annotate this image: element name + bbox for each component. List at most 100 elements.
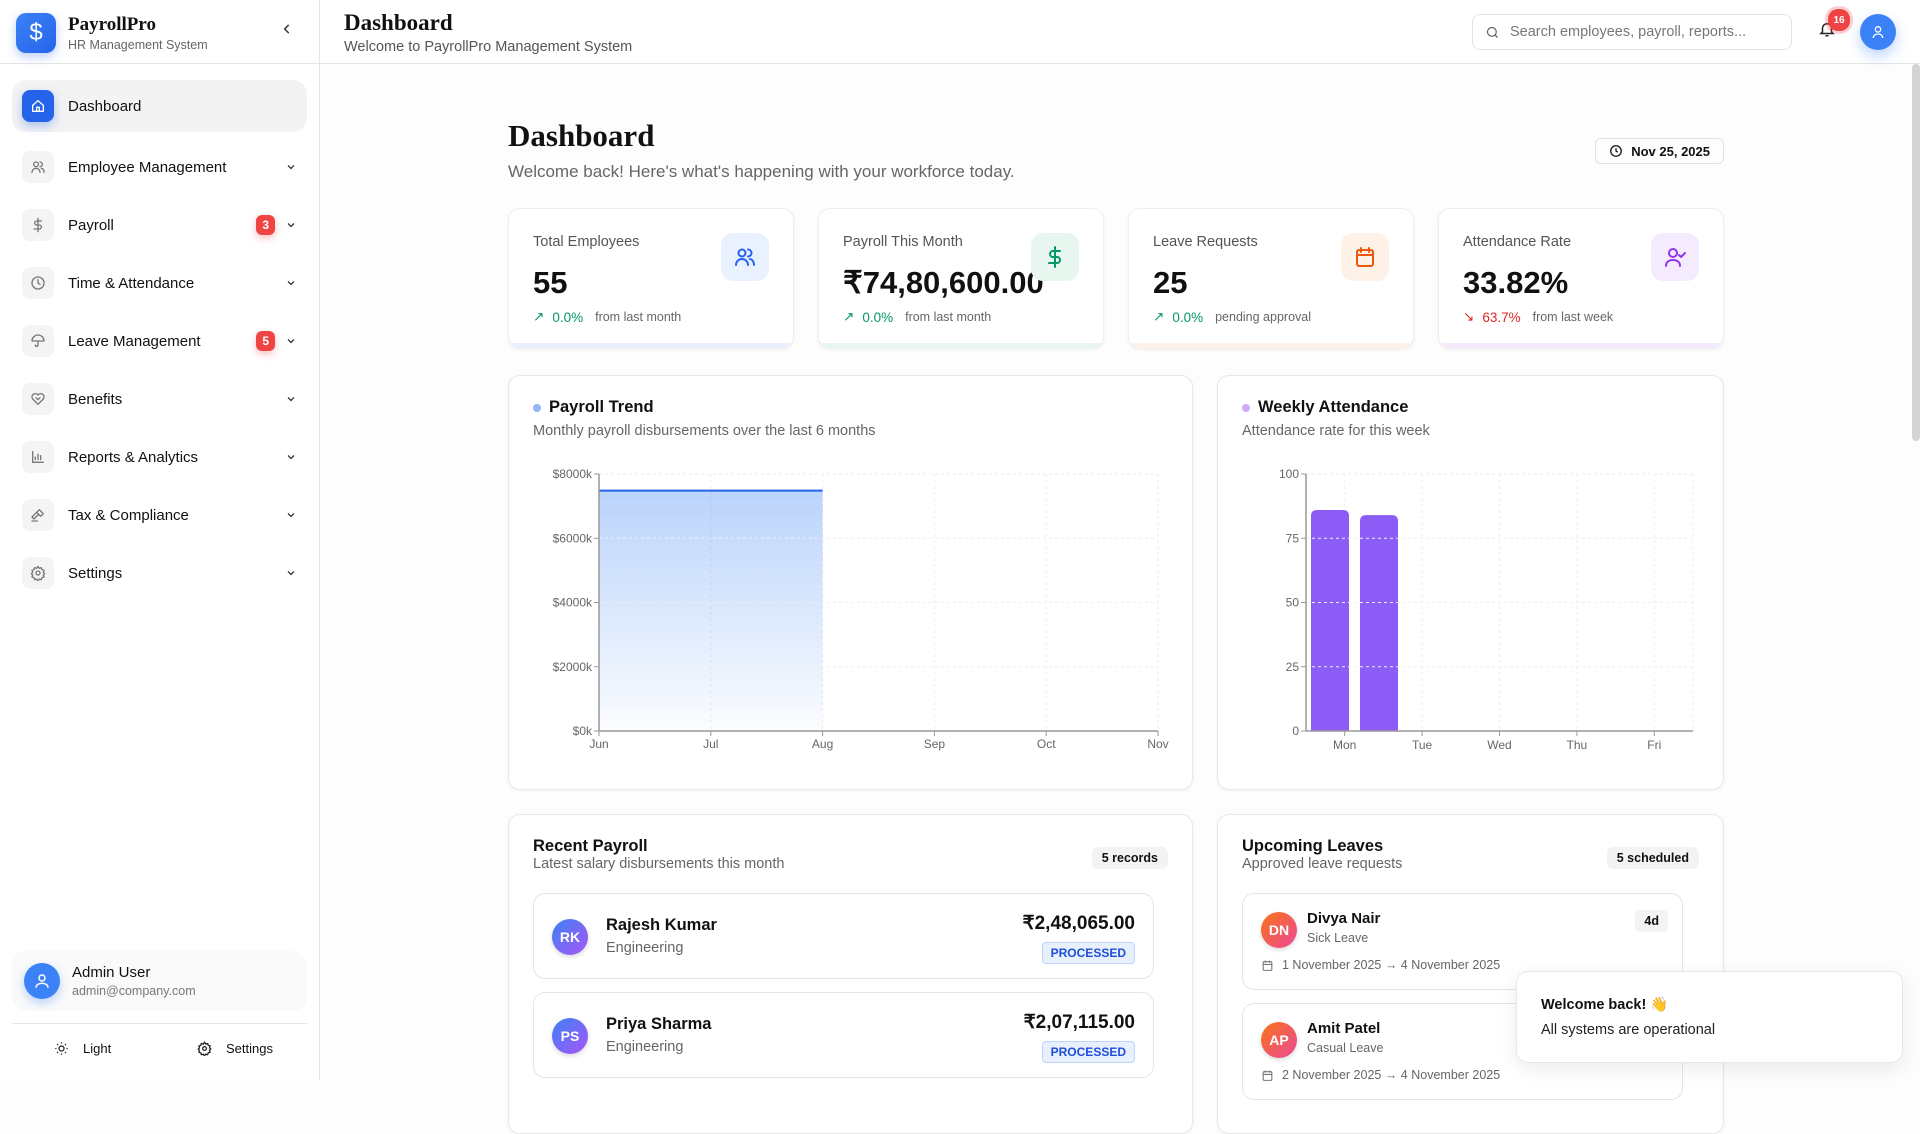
theme-toggle-button[interactable]: Light (54, 1041, 111, 1056)
y-tick-label: 50 (1286, 596, 1300, 610)
stat-card[interactable]: Total Employees 55 ↗ 0.0% from last mont… (508, 208, 794, 349)
y-tick-label: $4000k (553, 596, 593, 610)
stat-title: Leave Requests (1153, 234, 1258, 250)
leave-range: 1 November 2025 → 4 November 2025 (1282, 958, 1501, 972)
users-icon (31, 161, 45, 173)
home-icon (22, 90, 54, 122)
clock-icon (22, 267, 54, 299)
stat-card[interactable]: Attendance Rate 33.82% ↘ 63.7% from last… (1438, 208, 1724, 349)
x-tick-label: Oct (1037, 737, 1056, 751)
sidebar-item-reports-analytics[interactable]: Reports & Analytics (12, 428, 307, 486)
upcoming-leaves-subtitle: Approved leave requests (1242, 856, 1403, 872)
chevron-down-icon[interactable] (285, 567, 297, 579)
sidebar-item-label: Time & Attendance (68, 274, 195, 292)
stat-value: ₹74,80,600.00 (843, 265, 1044, 300)
leave-type: Sick Leave (1307, 931, 1369, 945)
sidebar-item-payroll[interactable]: Payroll 3 (12, 196, 307, 254)
count-badge: 5 (256, 331, 275, 351)
umbrella-icon (22, 325, 54, 357)
payroll-row[interactable]: PS Priya Sharma Engineering ₹2,07,115.00… (533, 992, 1154, 1078)
chevron-down-icon[interactable] (285, 335, 297, 347)
calendar-icon (1262, 960, 1273, 971)
settings-button[interactable]: Settings (197, 1041, 273, 1056)
date-button[interactable]: Nov 25, 2025 (1595, 138, 1724, 164)
stat-value: 33.82% (1463, 265, 1569, 300)
stat-icon-box (1341, 233, 1389, 281)
stat-change: 63.7% (1482, 309, 1521, 325)
sidebar-item-leave-management[interactable]: Leave Management 5 (12, 312, 307, 370)
sidebar-item-label: Payroll (68, 216, 114, 234)
stat-title: Attendance Rate (1463, 234, 1572, 250)
sidebar-item-tax-compliance[interactable]: Tax & Compliance (12, 486, 307, 544)
welcome-toast[interactable]: Welcome back! 👋 All systems are operatio… (1516, 971, 1903, 1063)
chevron-down-icon[interactable] (285, 219, 297, 231)
stat-card[interactable]: Leave Requests 25 ↗ 0.0% pending approva… (1128, 208, 1414, 349)
stat-title: Total Employees (533, 234, 640, 250)
y-tick-label: $8000k (553, 467, 593, 481)
calendar-icon (1356, 247, 1374, 267)
page-subtitle: Welcome back! Here's what's happening wi… (508, 162, 1015, 181)
attendance-bar[interactable] (1311, 509, 1349, 731)
x-tick-label: Aug (812, 737, 833, 751)
sidebar-nav: Dashboard Employee Management Payroll 3 … (12, 80, 307, 602)
avatar: RK (552, 919, 588, 955)
toast-message: All systems are operational (1541, 1022, 1716, 1038)
heart-handshake-icon (31, 393, 45, 405)
heart-handshake-icon (22, 383, 54, 415)
x-tick-label: Mon (1333, 738, 1356, 752)
sidebar-item-time-attendance[interactable]: Time & Attendance (12, 254, 307, 312)
page-title: Dashboard (508, 118, 655, 153)
search-input[interactable] (1510, 24, 1780, 40)
date-label: Nov 25, 2025 (1631, 143, 1710, 159)
dollar-icon (33, 217, 42, 233)
leave-row[interactable]: DN Divya Nair Sick Leave 4d 1 November 2… (1242, 893, 1683, 990)
notification-badge: 16 (1828, 9, 1850, 31)
search-box[interactable] (1472, 14, 1792, 50)
avatar: PS (552, 1018, 588, 1054)
user-avatar-button[interactable] (1860, 14, 1896, 50)
status-badge: PROCESSED (1041, 942, 1135, 964)
chevron-down-icon[interactable] (285, 161, 297, 173)
chevron-down-icon[interactable] (285, 451, 297, 463)
avatar (24, 963, 60, 999)
bar-chart-icon (22, 441, 54, 473)
scheduled-count-badge: 5 scheduled (1606, 847, 1699, 869)
employee-name: Amit Patel (1307, 1020, 1381, 1037)
scrollbar[interactable] (1912, 64, 1920, 441)
sidebar-item-label: Settings (68, 564, 123, 582)
stat-card[interactable]: Payroll This Month ₹74,80,600.00 ↗ 0.0% … (818, 208, 1104, 349)
chevron-down-icon[interactable] (285, 393, 297, 405)
payroll-amount: ₹2,07,115.00 (1023, 1012, 1135, 1033)
sidebar-item-dashboard[interactable]: Dashboard (12, 80, 307, 132)
sidebar-item-label: Reports & Analytics (68, 448, 199, 466)
sidebar-item-benefits[interactable]: Benefits (12, 370, 307, 428)
chevron-down-icon[interactable] (285, 277, 297, 289)
card-accent-bar (819, 343, 1103, 348)
sidebar-item-employee-management[interactable]: Employee Management (12, 138, 307, 196)
payroll-row[interactable]: RK Rajesh Kumar Engineering ₹2,48,065.00… (533, 893, 1154, 979)
attendance-bar[interactable] (1360, 515, 1398, 731)
leave-days-badge: 4d (1635, 910, 1668, 932)
chevron-down-icon[interactable] (285, 509, 297, 521)
arrow-up-right-icon: ↗ (843, 309, 855, 324)
payroll-trend-chart: $0k $2000k $4000k $6000k $8000k Jun Jul Aug Sep O… (553, 467, 1169, 751)
bar-chart-icon (31, 451, 44, 463)
divider (12, 1023, 307, 1024)
stat-title: Payroll This Month (843, 234, 963, 250)
user-profile[interactable]: Admin User admin@company.com (12, 951, 307, 1011)
recent-payroll-title: Recent Payroll (533, 837, 648, 855)
umbrella-icon (31, 334, 45, 347)
sidebar-item-settings[interactable]: Settings (12, 544, 307, 602)
user-icon (35, 974, 49, 988)
y-tick-label: 0 (1292, 724, 1299, 738)
sidebar-item-label: Employee Management (68, 158, 227, 176)
gear-icon (30, 565, 46, 581)
dollar-icon (1048, 246, 1061, 268)
x-tick-label: Fri (1647, 738, 1661, 752)
records-count-badge: 5 records (1091, 847, 1168, 869)
users-icon (735, 248, 755, 266)
chevron-left-icon[interactable] (280, 22, 294, 36)
x-tick-label: Jun (589, 737, 608, 751)
leave-type: Casual Leave (1307, 1041, 1384, 1055)
app-name: PayrollPro (68, 14, 156, 35)
